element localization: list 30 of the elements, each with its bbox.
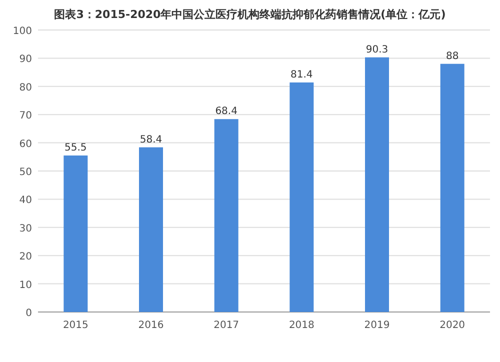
data-label: 90.3 xyxy=(366,44,388,56)
y-tick-label: 90 xyxy=(19,54,32,66)
bar xyxy=(64,155,88,312)
bar xyxy=(214,119,238,312)
y-tick-label: 70 xyxy=(19,110,32,122)
chart-title: 图表3：2015-2020年中国公立医疗机构终端抗抑郁化药销售情况(单位：亿元) xyxy=(54,8,446,21)
data-label: 68.4 xyxy=(215,106,238,118)
bar xyxy=(139,147,163,312)
y-tick-label: 60 xyxy=(19,138,32,150)
y-tick-label: 100 xyxy=(12,26,32,37)
data-label: 88 xyxy=(446,50,459,62)
bar xyxy=(290,82,314,312)
y-tick-label: 40 xyxy=(19,195,32,206)
data-label: 81.4 xyxy=(290,69,313,80)
x-tick-label: 2018 xyxy=(288,320,314,331)
x-tick-label: 2017 xyxy=(214,320,240,331)
x-tick-label: 2019 xyxy=(364,320,390,331)
y-tick-label: 80 xyxy=(19,82,32,94)
bar xyxy=(440,64,464,312)
y-tick-label: 30 xyxy=(19,223,32,234)
y-tick-label: 10 xyxy=(19,280,32,291)
data-label: 58.4 xyxy=(140,134,162,146)
y-tick-label: 50 xyxy=(19,167,32,178)
bar xyxy=(365,57,389,312)
data-label: 55.5 xyxy=(64,142,87,154)
y-tick-label: 0 xyxy=(26,308,32,319)
x-tick-label: 2015 xyxy=(62,320,88,331)
x-tick-label: 2020 xyxy=(440,320,466,331)
y-tick-label: 20 xyxy=(19,252,32,263)
x-tick-label: 2016 xyxy=(138,320,164,331)
